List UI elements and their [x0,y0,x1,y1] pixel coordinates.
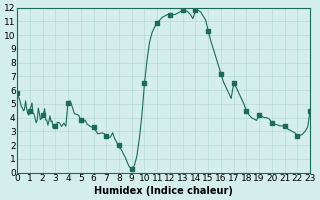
X-axis label: Humidex (Indice chaleur): Humidex (Indice chaleur) [94,186,233,196]
